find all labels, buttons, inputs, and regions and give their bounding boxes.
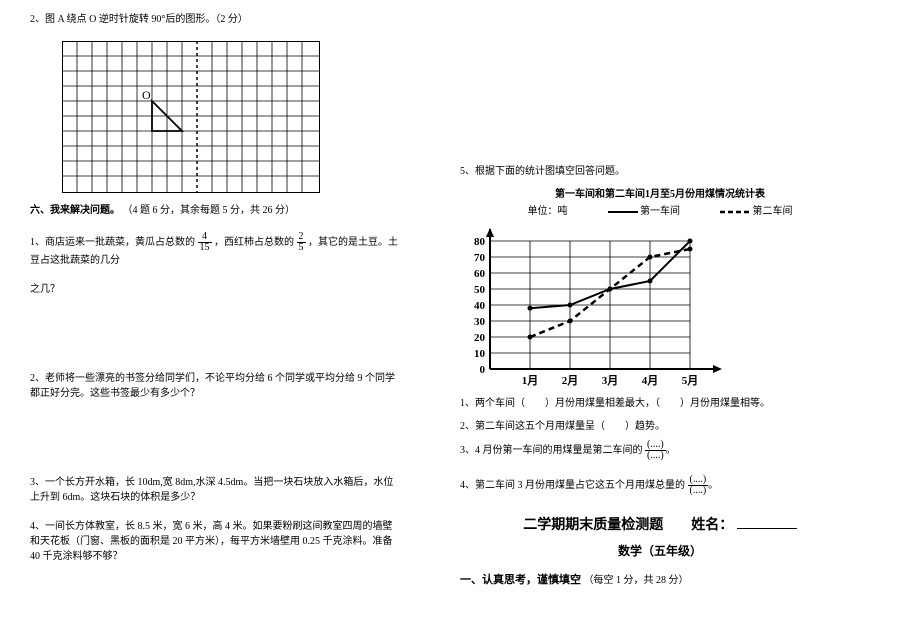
svg-text:40: 40 <box>474 300 486 312</box>
section6-score: （4 题 6 分，其余每题 5 分，共 26 分） <box>123 205 296 216</box>
svg-text:80: 80 <box>474 236 486 248</box>
svg-text:1月: 1月 <box>522 374 539 387</box>
chart-title: 第一车间和第二车间1月至5月份用煤情况统计表 <box>460 185 860 200</box>
right-column: 5、根据下面的统计图填空回答问题。 第一车间和第二车间1月至5月份用煤情况统计表… <box>460 12 860 587</box>
p1-text-a: 1、商店运来一批蔬菜，黄瓜占总数的 <box>30 237 195 248</box>
svg-text:2月: 2月 <box>562 374 579 387</box>
legend-1: 第一车间 <box>608 202 681 217</box>
fraction-4-15: 4 15 <box>198 232 212 253</box>
unit-label: 单位：吨 <box>528 202 568 217</box>
svg-text:50: 50 <box>474 284 486 296</box>
chart-q1: 1、两个车间（ ）月份用煤量相差最大，（ ）月份用煤量相等。 <box>460 394 860 409</box>
name-blank[interactable] <box>737 518 797 529</box>
p1-text-b: ，西红柿占总数的 <box>214 237 294 248</box>
blank-fraction-1: (....) (....) <box>645 440 666 461</box>
chart-q4: 4、第二车间 3 月份用煤量占它这五个月用煤总量的 (....) (....) … <box>460 475 860 496</box>
blank-fraction-2: (....) (....) <box>688 475 709 496</box>
svg-text:3月: 3月 <box>602 374 619 387</box>
svg-text:70: 70 <box>474 252 486 264</box>
svg-text:O: O <box>142 88 151 102</box>
p1-text-d: 之几？ <box>30 282 400 297</box>
q2-rotate-text: 2、图 A 绕点 O 逆时针旋转 90°后的图形。（2 分） <box>30 12 400 27</box>
exam-title: 二学期期末质量检测题 姓名： <box>460 514 860 534</box>
svg-text:30: 30 <box>474 316 486 328</box>
svg-text:4月: 4月 <box>642 374 659 387</box>
svg-text:0: 0 <box>480 364 486 376</box>
problem-1: 1、商店运来一批蔬菜，黄瓜占总数的 4 15 ，西红柿占总数的 2 5 ，其它的… <box>30 232 400 268</box>
left-column: 2、图 A 绕点 O 逆时针旋转 90°后的图形。（2 分） O <box>30 12 400 587</box>
legend-2: 第二车间 <box>720 202 793 217</box>
chart-legend: 单位：吨 第一车间 第二车间 <box>460 202 860 217</box>
section-1: 一、认真思考，谨慎填空 （每空 1 分，共 28 分） <box>460 571 860 587</box>
problem-4: 4、一间长方体教室，长 8.5 米，宽 6 米，高 4 米。如果要粉刷这间教室四… <box>30 519 400 564</box>
section6-title: 六、我来解决问题。 <box>30 205 120 216</box>
svg-text:20: 20 <box>474 332 486 344</box>
rotation-grid: O <box>62 41 320 193</box>
problem-3: 3、一个长方开水箱，长 10dm,宽 8dm,水深 4.5dm。当把一块石块放入… <box>30 475 400 505</box>
coal-chart: 80 70 60 50 40 30 20 10 0 1月 2月 3月 4月 5月 <box>460 221 750 391</box>
fraction-2-5: 2 5 <box>297 232 306 253</box>
p5-intro: 5、根据下面的统计图填空回答问题。 <box>460 162 860 177</box>
svg-text:5月: 5月 <box>682 374 699 387</box>
svg-text:60: 60 <box>474 268 486 280</box>
svg-text:10: 10 <box>474 348 486 360</box>
problem-2: 2、老师将一些漂亮的书签分给同学们，不论平均分给 6 个同学或平均分给 9 个同… <box>30 371 400 401</box>
chart-q3: 3、4 月份第一车间的用煤量是第二车间的 (....) (....) 。 <box>460 440 860 461</box>
chart-q2: 2、第二车间这五个月用煤量呈（ ）趋势。 <box>460 417 860 432</box>
exam-subject: 数学（五年级） <box>460 542 860 559</box>
